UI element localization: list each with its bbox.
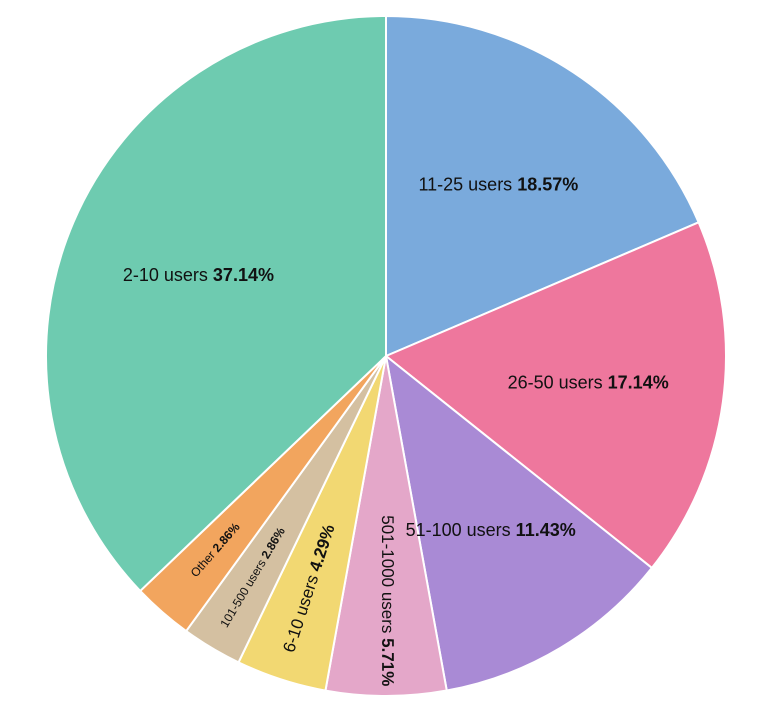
pie-slice (385, 14, 700, 358)
slice-value: 5.71% (378, 638, 397, 686)
slice-label: 11-25 users 18.57% (418, 174, 578, 194)
pie-slice (45, 14, 387, 593)
slice-name: 26-50 users (508, 372, 603, 392)
pie-slice (384, 353, 654, 692)
pie-slice (384, 221, 727, 570)
slice-value: 17.14% (608, 372, 669, 392)
slice-name: 2-10 users (123, 265, 208, 285)
slice-value: 37.14% (213, 265, 274, 285)
slice-label: 501-1000 users 5.71% (378, 515, 397, 686)
slice-name: 11-25 users (418, 174, 512, 194)
slice-value: 11.43% (516, 520, 576, 540)
slice-value: 18.57% (517, 174, 578, 194)
slice-label: 2-10 users 37.14% (123, 265, 274, 285)
slice-name: 51-100 users (406, 520, 511, 540)
slice-label: 26-50 users 17.14% (508, 372, 669, 392)
slice-label: 51-100 users 11.43% (406, 520, 576, 540)
slice-name: 501-1000 users (378, 515, 397, 633)
